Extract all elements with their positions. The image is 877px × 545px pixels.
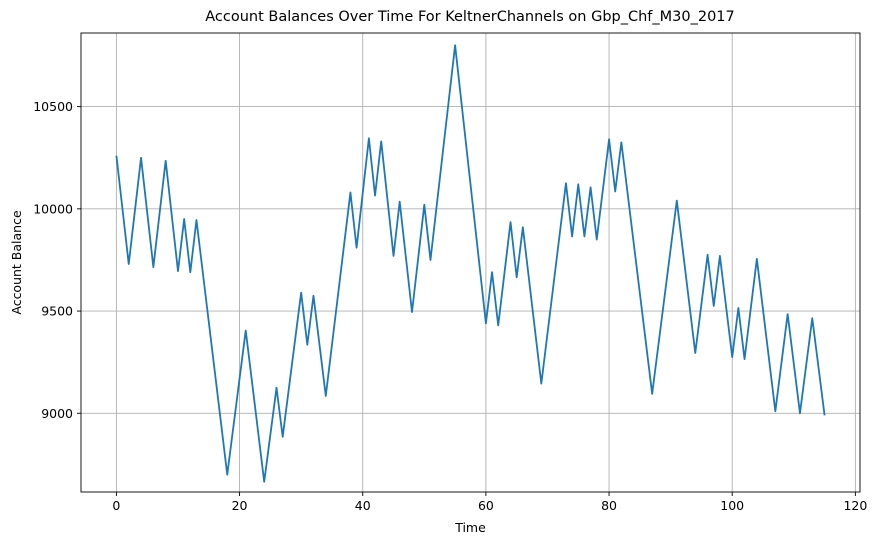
y-tick-label: 10500 <box>33 99 73 114</box>
y-axis-label: Account Balance <box>9 210 24 315</box>
x-tick-label: 0 <box>112 498 120 513</box>
y-tick-label: 9500 <box>41 304 73 319</box>
plot-frame <box>80 32 861 493</box>
x-tick-label: 100 <box>720 498 744 513</box>
series-layer <box>115 44 826 483</box>
x-axis-label: Time <box>454 520 486 535</box>
x-tick-label: 80 <box>601 498 617 513</box>
y-tick-label: 9000 <box>41 406 73 421</box>
grid <box>81 33 860 492</box>
x-tick-label: 20 <box>232 498 248 513</box>
x-tick-label: 120 <box>843 498 867 513</box>
y-axis-ticks: 9000 9500 10000 10500 <box>33 99 81 421</box>
x-axis-ticks: 0 20 40 60 80 100 120 <box>112 492 867 513</box>
x-tick-label: 40 <box>355 498 371 513</box>
x-tick-label: 60 <box>478 498 494 513</box>
account-balance-line <box>115 44 826 483</box>
chart-title: Account Balances Over Time For KeltnerCh… <box>205 9 735 25</box>
y-tick-label: 10000 <box>33 201 73 216</box>
